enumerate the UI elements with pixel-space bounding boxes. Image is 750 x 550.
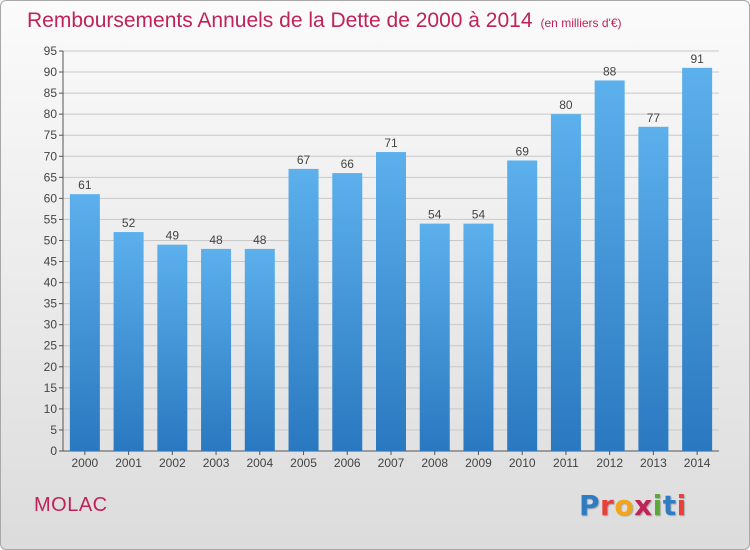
- y-tick-label: 95: [44, 44, 58, 58]
- x-tick-label-2014: 2014: [684, 456, 711, 470]
- y-tick-label: 0: [50, 444, 57, 458]
- x-tick-label-2003: 2003: [203, 456, 230, 470]
- proxiti-logo: Proxiti: [579, 489, 687, 522]
- bar-2011: [550, 114, 581, 451]
- value-label-2006: 66: [341, 157, 355, 171]
- bar-layer: [69, 67, 713, 452]
- y-tick-label: 35: [44, 297, 58, 311]
- value-label-2004: 48: [253, 233, 267, 247]
- chart-title: Remboursements Annuels de la Dette de 20…: [27, 9, 622, 33]
- logo-letter: o: [614, 489, 635, 522]
- chart-unit: (en milliers d'€): [540, 16, 622, 30]
- value-label-2007: 71: [384, 136, 398, 150]
- y-tick-label: 80: [44, 107, 58, 121]
- x-tick-label-2004: 2004: [246, 456, 273, 470]
- y-tick-label: 65: [44, 170, 58, 184]
- value-label-2014: 91: [690, 52, 704, 66]
- x-tick-label-2006: 2006: [334, 456, 361, 470]
- bar-2008: [419, 223, 450, 451]
- y-tick-label: 20: [44, 360, 58, 374]
- y-tick-label: 5: [50, 423, 57, 437]
- value-label-2005: 67: [297, 153, 311, 167]
- value-label-2008: 54: [428, 208, 442, 222]
- y-tick-label: 25: [44, 339, 58, 353]
- commune-name: MOLAC: [34, 494, 108, 516]
- value-label-2011: 80: [559, 98, 573, 112]
- x-tick-label-2010: 2010: [509, 456, 536, 470]
- value-label-2013: 77: [647, 111, 661, 125]
- value-label-2009: 54: [472, 208, 486, 222]
- bar-2007: [376, 152, 406, 452]
- chart-title-text: Remboursements Annuels de la Dette de 20…: [27, 9, 533, 32]
- logo-letter: P: [579, 489, 601, 522]
- y-tick-label: 10: [44, 402, 58, 416]
- x-tick-label-2002: 2002: [159, 456, 186, 470]
- bar-2002: [157, 244, 188, 451]
- y-tick-label: 50: [44, 233, 58, 247]
- value-label-2012: 88: [603, 64, 617, 78]
- logo-letter: x: [634, 489, 653, 522]
- label-layer: 2000 61 2001 52 2002 49 2003 48 2004 48 2005 67 2006…: [72, 52, 711, 470]
- x-tick-label-2007: 2007: [378, 456, 405, 470]
- y-tick-label: 45: [44, 255, 58, 269]
- x-tick-label-2000: 2000: [72, 456, 99, 470]
- x-tick-label-2011: 2011: [553, 456, 579, 470]
- y-tick-label: 15: [44, 381, 58, 395]
- value-label-2001: 52: [122, 216, 136, 230]
- x-tick-label-2008: 2008: [421, 456, 448, 470]
- y-tick-label: 75: [44, 128, 58, 142]
- value-label-2010: 69: [516, 144, 530, 158]
- y-tick-label: 40: [44, 276, 58, 290]
- bar-2001: [113, 232, 144, 451]
- bar-2005: [288, 168, 319, 452]
- y-tick-label: 90: [44, 65, 58, 79]
- bar-2010: [507, 160, 538, 451]
- logo-letter: t: [662, 489, 677, 522]
- value-label-2003: 48: [209, 233, 223, 247]
- x-tick-label-2009: 2009: [465, 456, 492, 470]
- y-tick-label: 55: [44, 212, 58, 226]
- y-tick-label: 85: [44, 86, 58, 100]
- logo-letter: i: [676, 489, 687, 522]
- x-tick-label-2013: 2013: [640, 456, 667, 470]
- bar-2004: [244, 248, 275, 451]
- bar-2014: [682, 67, 713, 451]
- x-tick-label-2001: 2001: [115, 456, 142, 470]
- y-tick-label: 70: [44, 149, 58, 163]
- axis-layer: 0 5 10 15 20 25 30 35 40 45 50 55 60 65 70 75 80 85 90 95: [44, 44, 719, 458]
- bar-2000: [69, 194, 100, 451]
- bar-2003: [201, 248, 232, 451]
- bar-2006: [332, 173, 363, 451]
- x-tick-label-2012: 2012: [596, 456, 623, 470]
- y-tick-label: 60: [44, 191, 58, 205]
- value-label-2002: 49: [166, 229, 180, 243]
- logo-letter: r: [600, 489, 615, 522]
- bar-2009: [463, 223, 494, 451]
- bar-2012: [594, 80, 625, 451]
- x-tick-label-2005: 2005: [290, 456, 317, 470]
- value-label-2000: 61: [78, 178, 92, 192]
- logo-letter: i: [652, 489, 663, 522]
- bar-2013: [638, 126, 669, 451]
- y-tick-label: 30: [44, 318, 58, 332]
